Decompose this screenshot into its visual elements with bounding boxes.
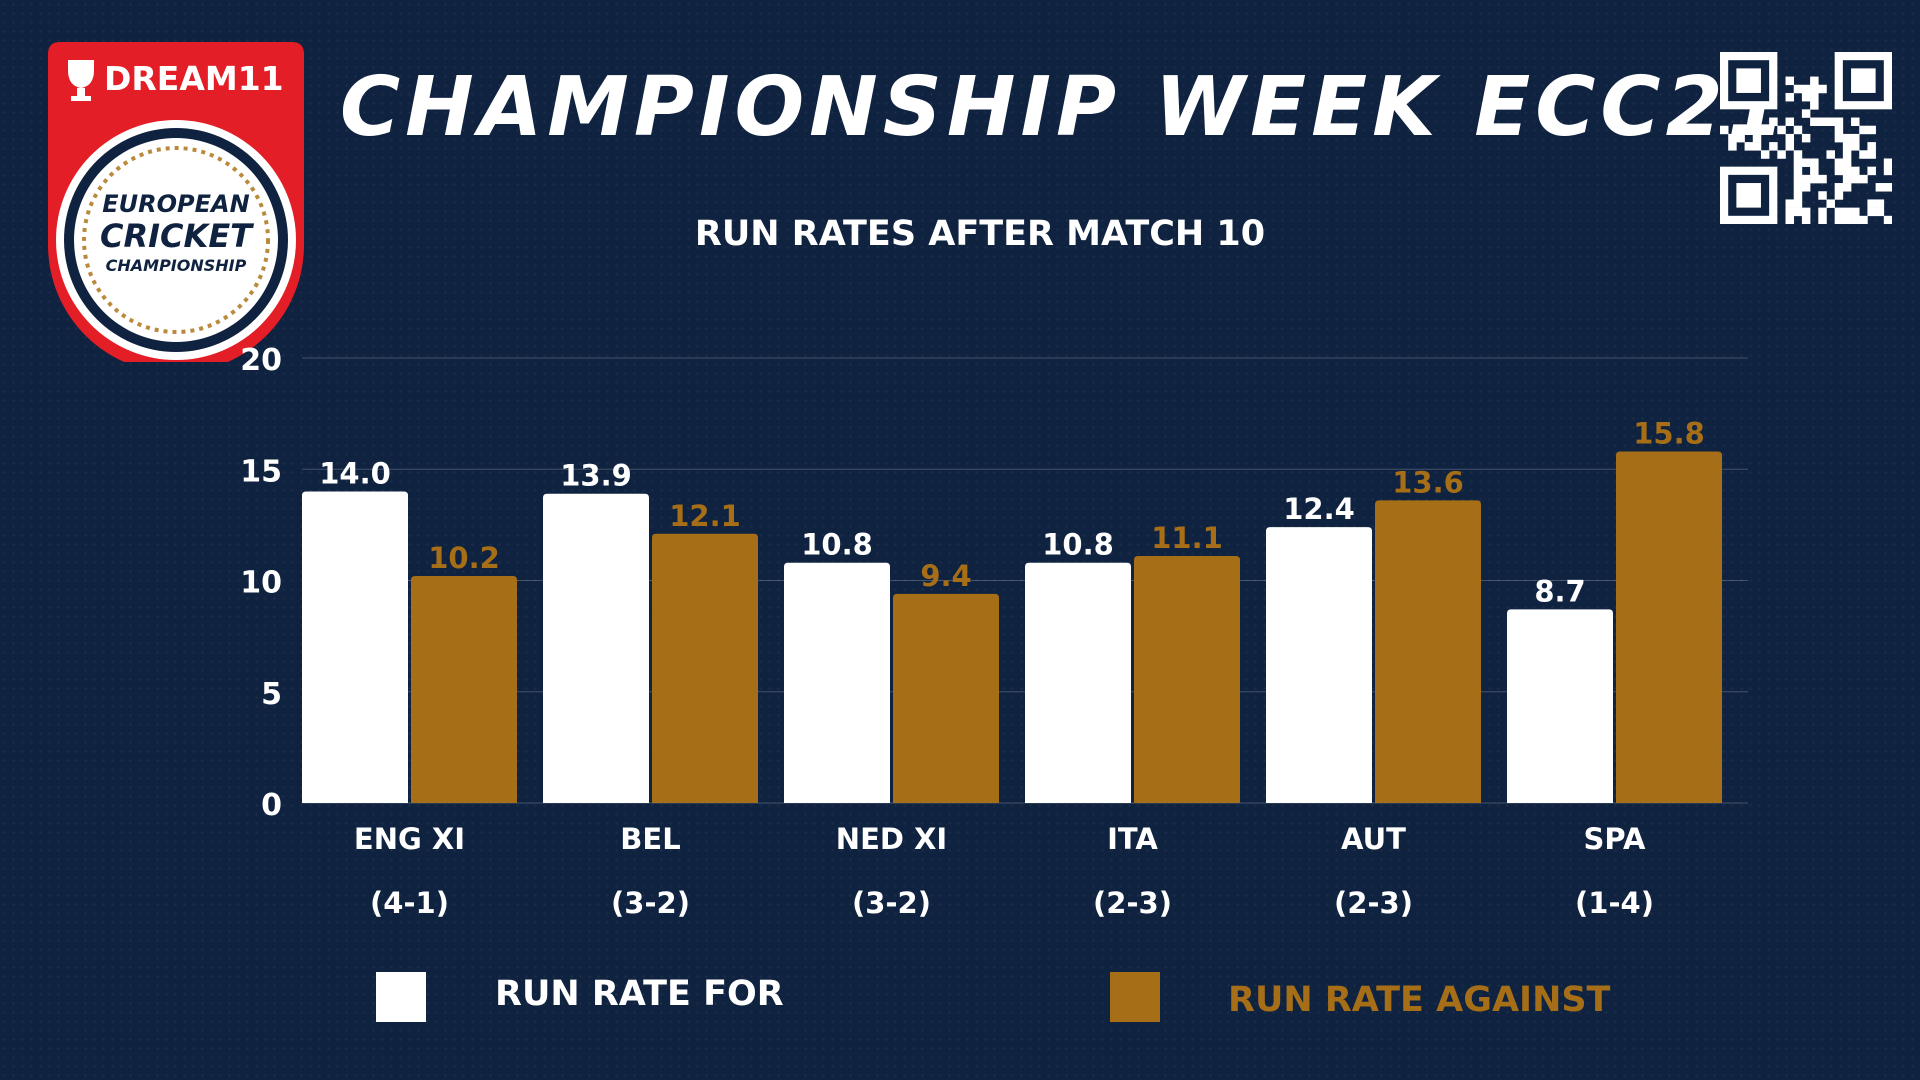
sponsor-logo-text: DREAM11: [104, 59, 284, 98]
category-label: ITA: [1107, 822, 1158, 856]
data-label-against: 11.1: [1151, 521, 1223, 555]
qr-code-icon: [1720, 52, 1892, 224]
data-label-for: 10.8: [801, 528, 873, 562]
badge-line-european: EUROPEAN: [102, 190, 249, 218]
bar-run-rate-for: [302, 491, 408, 803]
category-record: (3-2): [852, 886, 931, 920]
data-label-for: 10.8: [1042, 528, 1114, 562]
trophy-icon: [68, 60, 94, 101]
data-label-against: 12.1: [669, 499, 741, 533]
category-record: (2-3): [1093, 886, 1172, 920]
page-title: CHAMPIONSHIP WEEK ECC21: [340, 60, 1790, 155]
category-record: (4-1): [370, 886, 449, 920]
y-tick-label: 0: [261, 788, 282, 823]
bar-run-rate-for: [1266, 527, 1372, 803]
data-label-for: 14.0: [319, 457, 391, 491]
category-record: (3-2): [611, 886, 690, 920]
bar-run-rate-against: [411, 576, 517, 803]
data-label-for: 12.4: [1283, 492, 1355, 526]
data-label-against: 10.2: [428, 541, 500, 575]
labels: 0 5 10 15 20 14.0 10.2 ENG XI (4-1) 13.9 12.1 BEL (3…: [240, 343, 1705, 920]
bar-run-rate-against: [893, 593, 999, 803]
category-label: NED XI: [836, 822, 947, 856]
ecc-badge-logo: DREAM11 EUROPEAN CRICKET CHAMPIONSHIP: [48, 42, 304, 362]
data-label-against: 9.4: [920, 559, 971, 593]
category-record: (2-3): [1334, 886, 1413, 920]
y-tick-label: 5: [261, 677, 282, 712]
bar-run-rate-for: [1025, 562, 1131, 803]
bar-run-rate-against: [1375, 500, 1481, 803]
y-tick-label: 10: [240, 566, 282, 601]
category-label: BEL: [620, 822, 680, 856]
category-label: ENG XI: [354, 822, 465, 856]
data-label-for: 8.7: [1534, 574, 1585, 608]
category-record: (1-4): [1575, 886, 1654, 920]
bar-run-rate-against: [1134, 556, 1240, 803]
y-tick-label: 15: [240, 454, 282, 489]
badge-line-cricket: CRICKET: [100, 217, 254, 255]
bar-run-rate-for: [543, 493, 649, 803]
data-label-for: 13.9: [560, 459, 632, 493]
bar-run-rate-for: [784, 562, 890, 803]
category-label: SPA: [1584, 822, 1646, 856]
legend-swatch-against: [1110, 972, 1160, 1022]
legend-label-against: RUN RATE AGAINST: [1228, 980, 1611, 1020]
bar-run-rate-against: [652, 533, 758, 803]
legend-label-for: RUN RATE FOR: [495, 974, 784, 1014]
data-label-against: 15.8: [1633, 416, 1705, 450]
data-label-against: 13.6: [1392, 465, 1464, 499]
bar-run-rate-for: [1507, 609, 1613, 803]
y-tick-label: 20: [240, 343, 282, 378]
bar-run-rate-against: [1616, 451, 1722, 803]
legend-swatch-for: [376, 972, 426, 1022]
chart-subtitle: RUN RATES AFTER MATCH 10: [694, 214, 1266, 254]
category-label: AUT: [1341, 822, 1406, 856]
badge-line-championship: CHAMPIONSHIP: [106, 256, 247, 275]
bars: [302, 451, 1722, 803]
